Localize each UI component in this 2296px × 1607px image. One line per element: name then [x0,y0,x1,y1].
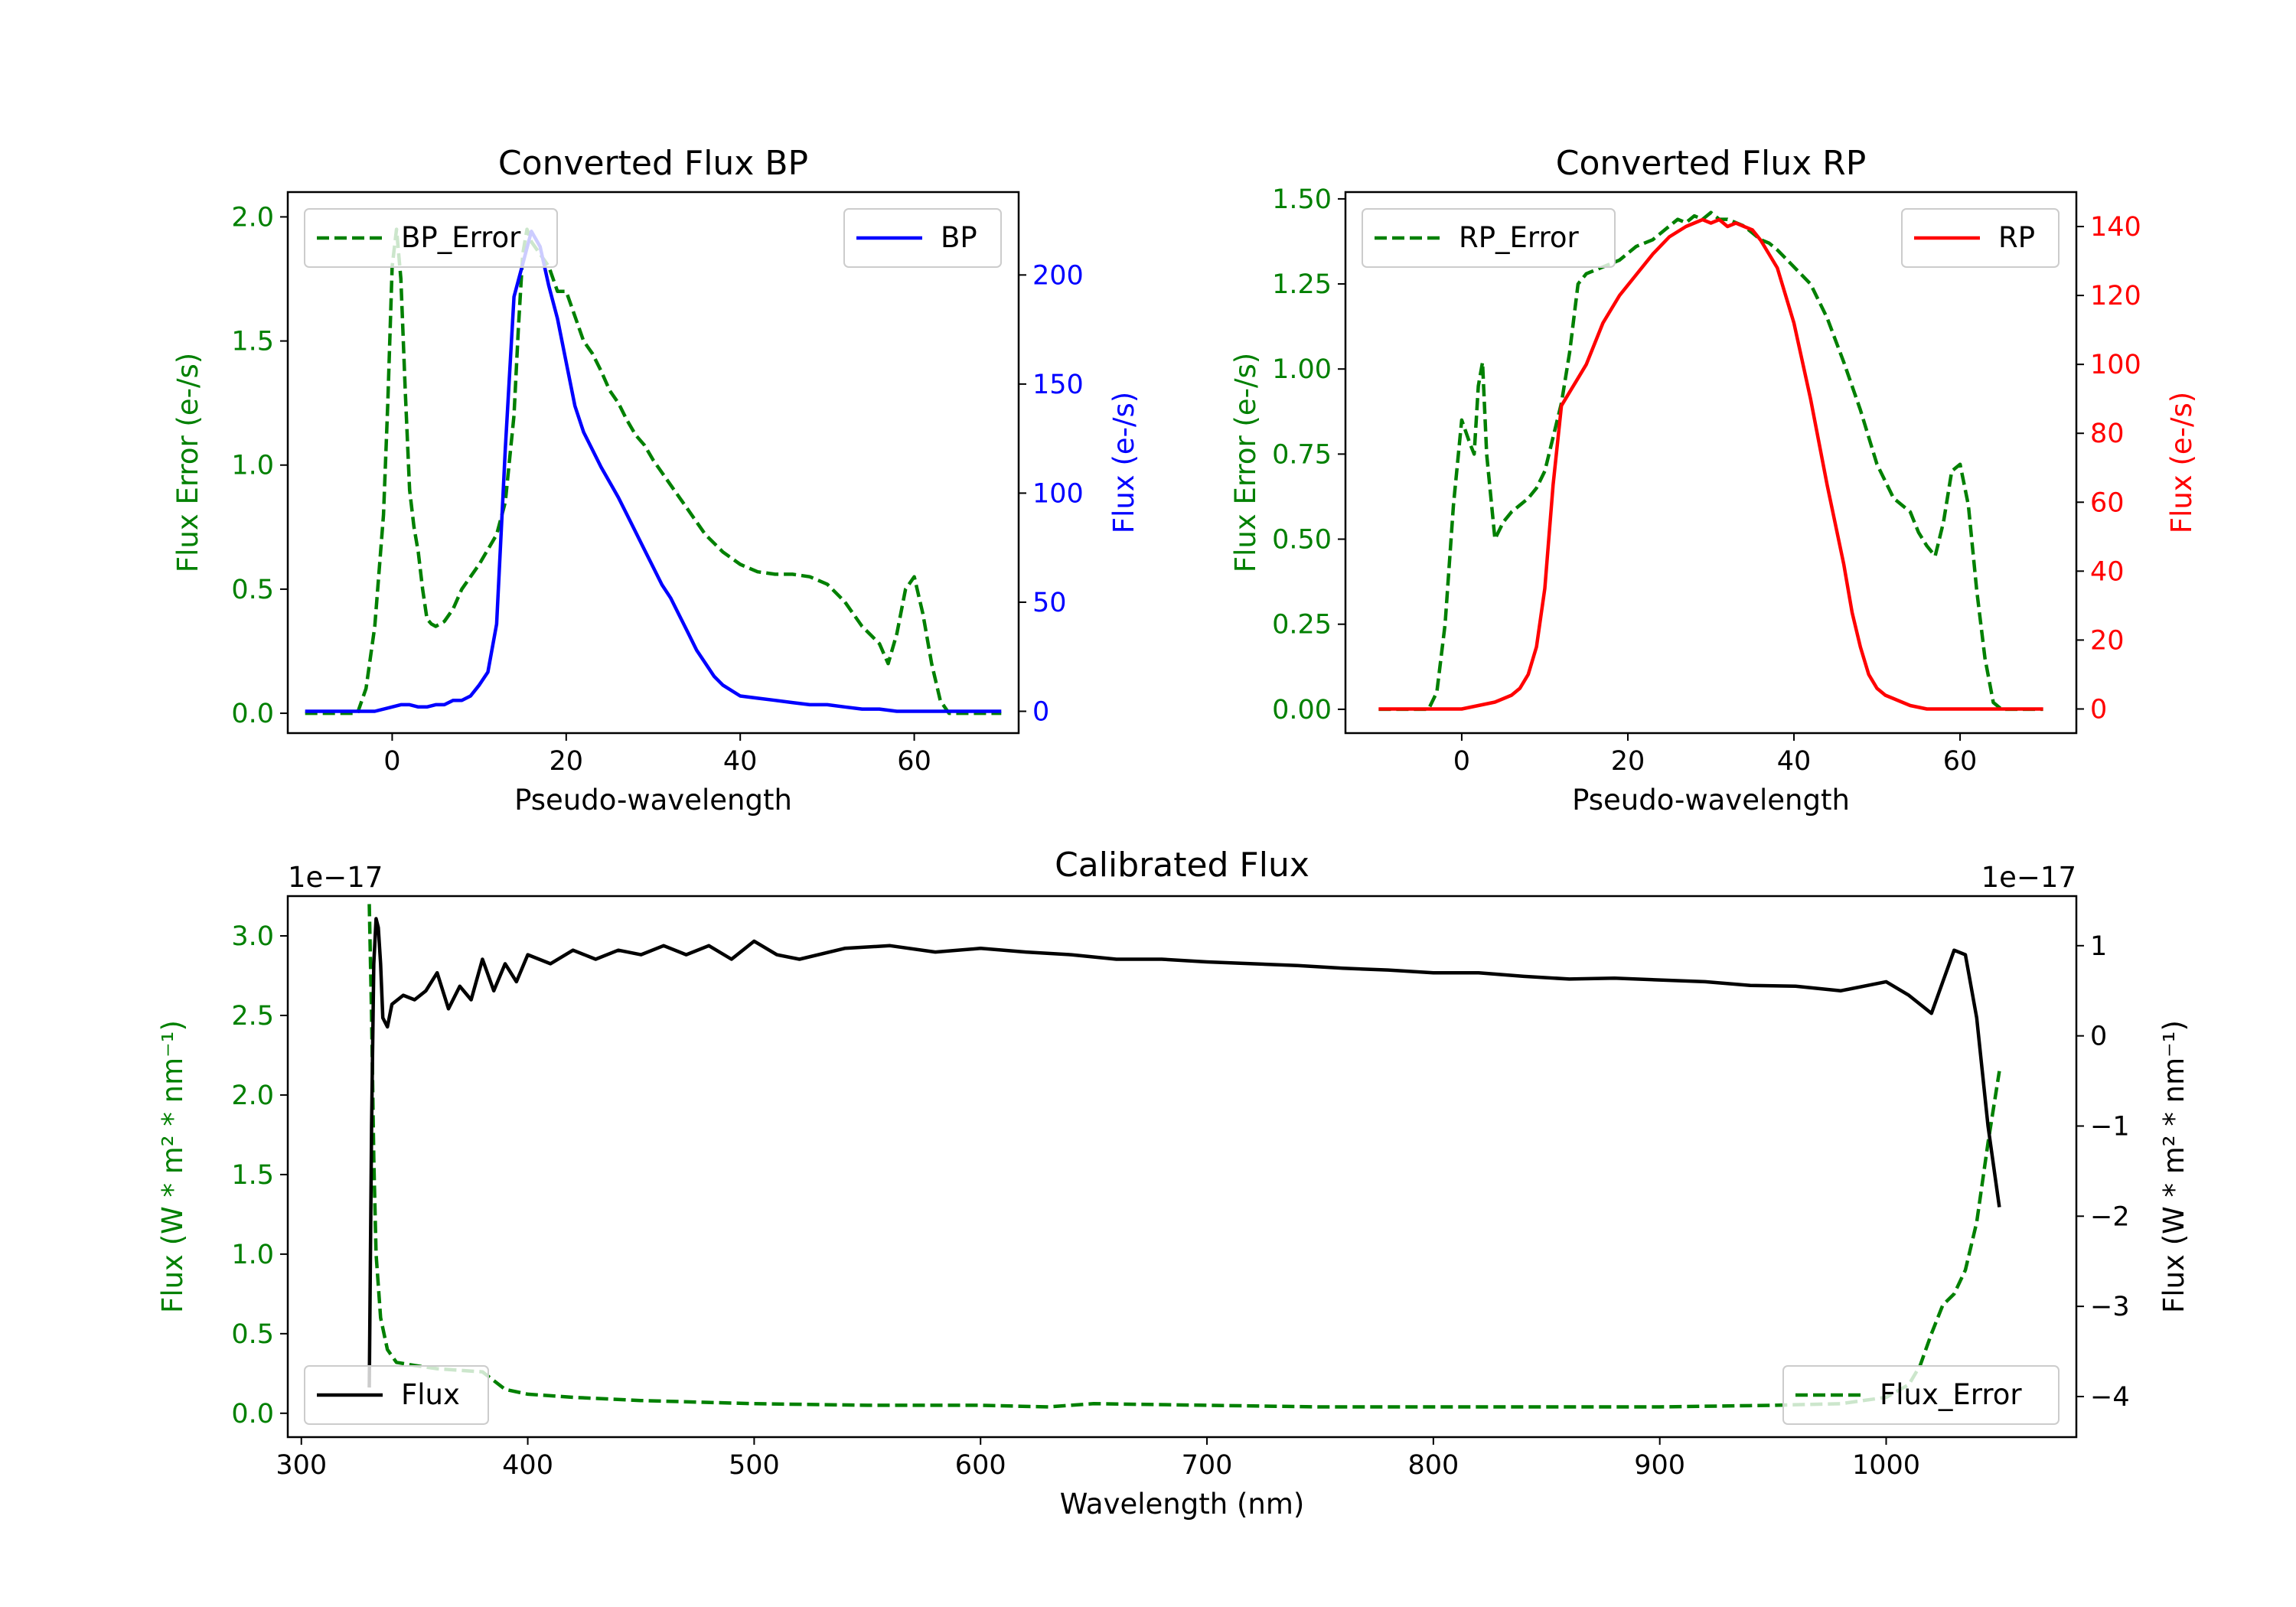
rp-legend-flux-label: RP [1998,221,2035,254]
rp-legend-error-frame [1362,208,1616,268]
bp-ytick-label-left: 1.5 [231,327,274,357]
bp-ytick-label-right: 0 [1032,696,1049,727]
rp-flux-line [1378,217,2043,711]
cal-xtick-label: 1000 [1852,1450,1920,1481]
bp-ytick-label-right: 100 [1032,478,1084,509]
rp-ytick-label-right: 120 [2090,281,2141,311]
cal-ytick-label-right: −4 [2090,1382,2130,1413]
rp-ytick-label-right: 100 [2090,350,2141,380]
rp-title: Converted Flux RP [1556,144,1867,183]
rp-axes: 0 20 40 60 0.00 0.25 0.50 0.75 1.00 1.25 1.50 0 20 40… [1229,144,2198,817]
bp-ylabel-right: Flux (e-/s) [1107,392,1140,533]
bp-legend-error: BP_Error [304,208,558,268]
cal-title: Calibrated Flux [1055,846,1309,885]
cal-ytick-label-left: 1.0 [231,1240,274,1270]
rp-ytick-label-left: 0.00 [1272,695,1332,725]
rp-ytick-label-left: 1.00 [1272,354,1332,385]
bp-xlabel: Pseudo-wavelength [514,784,792,817]
bp-legend-error-label: BP_Error [401,221,521,254]
rp-legend-flux: RP [1901,208,2060,268]
bp-error-line [305,227,1002,715]
cal-legend-error-label: Flux_Error [1880,1378,2022,1411]
cal-ytick-label-left: 0.0 [231,1399,274,1429]
cal-legend-flux: Flux [304,1365,489,1425]
cal-ylabel-right: Flux (W * m² * nm⁻¹) [2157,1020,2190,1313]
bp-title: Converted Flux BP [498,144,808,183]
cal-ytick-label-right: −2 [2090,1201,2130,1232]
rp-ytick-label-left: 1.50 [1272,184,1332,215]
cal-legend-flux-label: Flux [401,1378,460,1411]
bp-ytick-label-right: 50 [1032,588,1067,618]
cal-xtick-label: 700 [1182,1450,1233,1481]
cal-xtick-label: 400 [502,1450,553,1481]
bp-ytick-label-left: 0.0 [231,699,274,729]
rp-xtick-label: 40 [1777,746,1812,777]
cal-ytick-label-right: 0 [2090,1022,2107,1052]
rp-legend-flux-frame [1901,208,2060,268]
cal-xtick-label: 800 [1407,1450,1459,1481]
rp-legend-error-label: RP_Error [1459,221,1579,254]
cal-xtick-label: 300 [276,1450,327,1481]
bp-legend-flux: BP [843,208,1002,268]
rp-ylabel-left: Flux Error (e-/s) [1229,353,1262,572]
cal-legend-flux-frame [304,1365,489,1425]
rp-ytick-label-right: 20 [2090,625,2125,656]
cal-ytick-label-left: 0.5 [231,1319,274,1350]
bp-xtick-label: 40 [723,746,758,777]
rp-ytick-label-left: 0.25 [1272,610,1332,641]
rp-ylabel-right: Flux (e-/s) [2165,392,2198,533]
bp-ylabel-left: Flux Error (e-/s) [171,353,204,572]
cal-legend-error-frame [1782,1365,2060,1425]
cal-xtick-label: 500 [729,1450,780,1481]
cal-frame [286,895,2078,1439]
rp-ytick-label-right: 140 [2090,212,2141,243]
bp-ytick-label-right: 150 [1032,370,1084,400]
bp-axes: 0 20 40 60 0.0 0.5 1.0 1.5 2.0 0 50 100 150 200 Conver… [171,144,1140,817]
rp-xtick-label: 0 [1453,746,1470,777]
bp-frame [286,191,1020,735]
cal-error-line [367,904,2001,1409]
cal-ytick-label-left: 3.0 [231,921,274,952]
bp-ytick-label-left: 0.5 [231,575,274,605]
cal-xlabel: Wavelength (nm) [1060,1488,1305,1521]
bp-flux-line [305,230,1002,713]
bp-ytick-label-left: 1.0 [231,451,274,481]
rp-ytick-label-left: 0.75 [1272,439,1332,470]
cal-ylabel-left: Flux (W * m² * nm⁻¹) [156,1020,189,1313]
rp-xtick-label: 20 [1611,746,1645,777]
rp-error-line [1378,210,2043,712]
cal-ytick-label-left: 2.5 [231,1001,274,1032]
rp-xtick-label: 60 [1943,746,1978,777]
cal-legend-error: Flux_Error [1782,1365,2060,1425]
rp-legend-error: RP_Error [1362,208,1616,268]
bp-ytick-label-right: 200 [1032,260,1084,291]
bp-legend-flux-frame [843,208,1002,268]
cal-offset-right: 1e−17 [1981,861,2076,894]
rp-xlabel: Pseudo-wavelength [1572,784,1850,817]
bp-xtick-label: 0 [383,746,400,777]
rp-ytick-label-right: 40 [2090,556,2125,587]
cal-ytick-label-right: 1 [2090,931,2107,962]
rp-ytick-label-left: 0.50 [1272,525,1332,556]
bp-legend-flux-label: BP [941,221,977,254]
cal-ytick-label-left: 2.0 [231,1081,274,1111]
bp-ytick-label-left: 2.0 [231,202,274,233]
cal-ytick-label-right: −3 [2090,1292,2130,1322]
bp-xtick-label: 60 [897,746,931,777]
rp-ytick-label-left: 1.25 [1272,269,1332,300]
rp-ytick-label-right: 60 [2090,487,2125,518]
cal-xtick-label: 600 [955,1450,1006,1481]
cal-offset-left: 1e−17 [288,861,383,894]
cal-xtick-label: 900 [1634,1450,1685,1481]
rp-frame [1344,191,2078,735]
cal-axes: 300 400 500 600 700 800 900 1000 0.0 0.5 1.0 1.5 2.0… [156,846,2190,1521]
rp-ytick-label-right: 0 [2090,694,2107,725]
bp-legend-error-frame [304,208,558,268]
cal-ytick-label-right: −1 [2090,1111,2130,1142]
rp-ytick-label-right: 80 [2090,419,2125,449]
bp-xtick-label: 20 [550,746,584,777]
cal-flux-line [367,917,2001,1388]
cal-ytick-label-left: 1.5 [231,1160,274,1191]
